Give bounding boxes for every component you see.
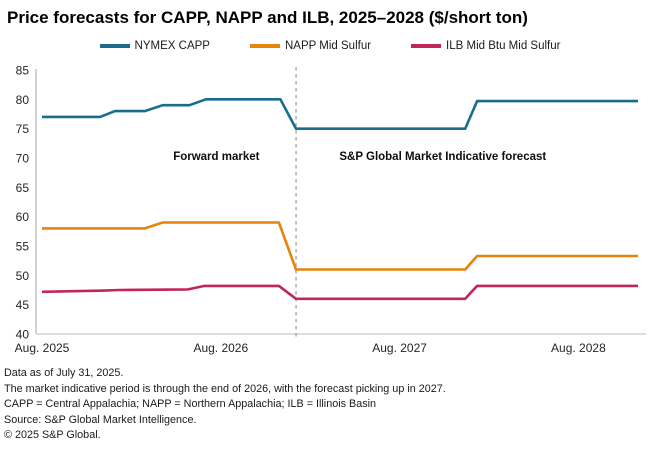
legend-line-swatch-nymex-capp [99,44,130,48]
footnote-line: The market indicative period is through … [4,382,446,395]
chart-title: Price forecasts for CAPP, NAPP and ILB, … [7,8,528,27]
x-tick-label: Aug. 2026 [193,341,248,355]
y-tick-label: 75 [16,122,30,136]
legend-item-napp-mid-sulfur: NAPP Mid Sulfur [249,40,372,52]
x-tick-label: Aug. 2025 [15,341,70,355]
y-tick-label: 60 [16,210,30,224]
series-line-ilb-mid-btu-mid-sulfur [41,284,638,301]
legend-label: NAPP Mid Sulfur [284,40,372,52]
legend-line-swatch-ilb [411,44,442,48]
y-tick-label: 40 [16,328,30,342]
legend-item-ilb-mid-btu-mid-sulfur: ILB Mid Btu Mid Sulfur [411,40,560,52]
footnotes: Data as of July 31, 2025. The market ind… [4,366,446,444]
y-tick-label: 85 [16,64,30,78]
y-tick-label: 55 [16,240,30,254]
footnote-line: Data as of July 31, 2025. [4,367,124,379]
legend-label: ILB Mid Btu Mid Sulfur [446,40,561,52]
legend-label: NYMEX CAPP [134,40,210,52]
y-tick-label: 65 [16,181,30,195]
y-tick-label: 70 [16,152,30,166]
legend: NYMEX CAPP NAPP Mid Sulfur ILB Mid Btu M… [0,40,660,52]
annotation-label: Forward market [173,151,259,163]
legend-line-swatch-napp-mid-sulfur [249,44,280,48]
footnote-line: © 2025 S&P Global. [4,429,101,442]
y-tick-label: 80 [16,93,30,107]
x-tick-label: Aug. 2027 [372,341,427,355]
annotation-label: S&P Global Market Indicative forecast [339,151,546,163]
legend-item-nymex-capp: NYMEX CAPP [99,40,210,52]
x-tick-label: Aug. 2028 [551,341,606,355]
y-tick-label: 45 [16,298,30,312]
y-tick-label: 50 [16,269,30,283]
series-line-nymex-capp [42,98,638,130]
series-line-napp-mid-sulfur [42,221,638,271]
footnote-line: Source: S&P Global Market Intelligence. [4,413,197,426]
footnote-line: CAPP = Central Appalachia; NAPP = Northe… [4,398,377,411]
